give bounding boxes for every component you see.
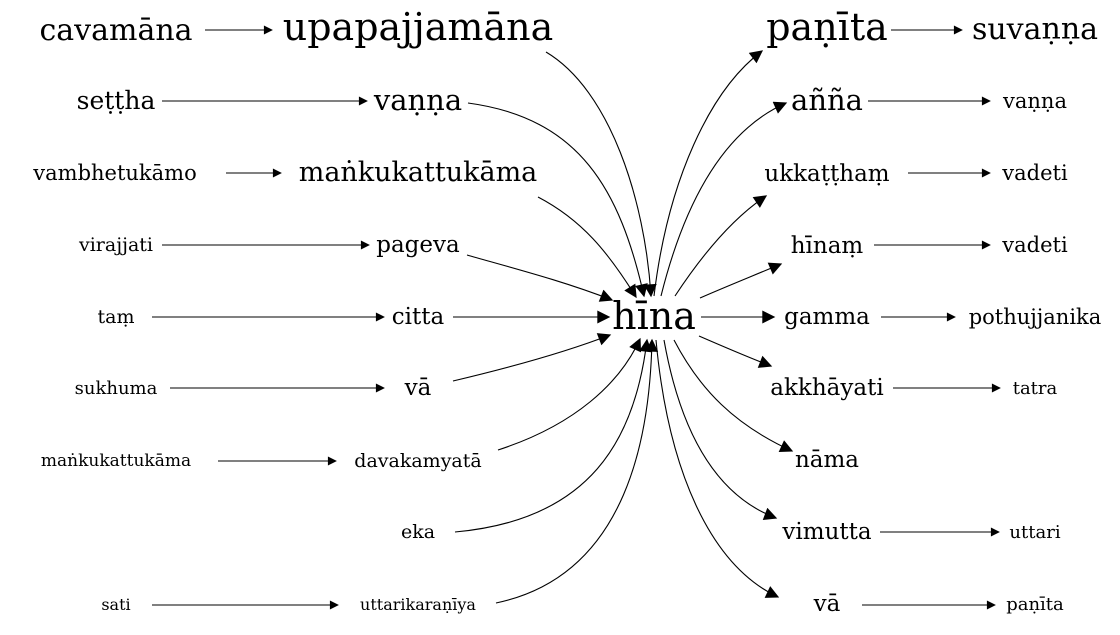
node-left-7[interactable]: davakamyatā [354, 450, 481, 472]
edge-eka-hina [454, 338, 653, 533]
node-left-9[interactable]: uttarikaraṇīya [360, 595, 476, 614]
node-end-1[interactable]: suvaṇṇa [972, 12, 1098, 47]
node-source-4[interactable]: virajjati [78, 234, 153, 256]
edge-pageva-hina [466, 254, 614, 302]
node-right-6[interactable]: akkhāyati [770, 375, 883, 401]
edge-va-left-hina [452, 333, 612, 382]
edge-hina-va-right [655, 339, 780, 598]
node-source-1[interactable]: cavamāna [39, 13, 192, 48]
edges [152, 25, 1001, 610]
node-source-7[interactable]: maṅkukattukāma [41, 451, 191, 471]
edge-uttarikaraniya-hina [495, 338, 659, 604]
node-end-4[interactable]: vadeti [1001, 233, 1068, 257]
edge-hina-ukkattham [674, 195, 768, 297]
edge-hina-anna [660, 101, 788, 297]
node-end-6[interactable]: tatra [1013, 378, 1058, 399]
edge-hina-hinam [699, 262, 783, 299]
node-right-8[interactable]: vimutta [781, 519, 871, 545]
node-left-4[interactable]: pageva [376, 232, 460, 258]
node-source-3[interactable]: vambhetukāmo [32, 161, 196, 185]
node-center[interactable]: hīna [612, 294, 696, 338]
node-source-6[interactable]: sukhuma [75, 378, 158, 399]
node-right-7[interactable]: nāma [795, 447, 859, 473]
node-end-2[interactable]: vaṇṇa [1002, 89, 1067, 113]
edge-hina-vimutta [663, 339, 778, 520]
node-left-2[interactable]: vaṇṇa [373, 83, 462, 117]
node-source-5[interactable]: taṃ [98, 306, 135, 328]
node-right-2[interactable]: añña [791, 83, 863, 117]
edge-mankukattukama-hina [537, 196, 637, 299]
node-end-5[interactable]: pothujjanika [969, 305, 1102, 329]
nodes: hīna cavamāna seṭṭha vambhetukāmo virajj… [32, 5, 1101, 617]
node-source-2[interactable]: seṭṭha [77, 86, 156, 115]
node-right-4[interactable]: hīnaṃ [791, 233, 864, 259]
edge-vanna-hina [467, 102, 648, 298]
node-right-1[interactable]: paṇīta [766, 5, 888, 49]
node-right-3[interactable]: ukkaṭṭhaṃ [764, 161, 889, 187]
edge-hina-nama [673, 339, 794, 453]
node-left-1[interactable]: upapajjamāna [283, 5, 553, 49]
node-left-5[interactable]: citta [392, 304, 445, 330]
node-end-3[interactable]: vadeti [1001, 161, 1068, 185]
node-right-5[interactable]: gamma [784, 304, 870, 330]
node-left-8[interactable]: eka [401, 521, 435, 543]
node-source-9[interactable]: sati [101, 595, 130, 614]
edge-hina-akkhayati [698, 335, 773, 368]
node-right-9[interactable]: vā [813, 591, 841, 617]
edge-davakamyata-hina [497, 337, 642, 451]
node-left-3[interactable]: maṅkukattukāma [299, 157, 538, 188]
node-left-6[interactable]: vā [404, 375, 432, 401]
node-end-9[interactable]: paṇīta [1006, 594, 1064, 615]
edge-upapajjamana-hina [545, 51, 657, 298]
edge-hina-panita [653, 50, 764, 297]
node-end-8[interactable]: uttari [1009, 522, 1060, 543]
